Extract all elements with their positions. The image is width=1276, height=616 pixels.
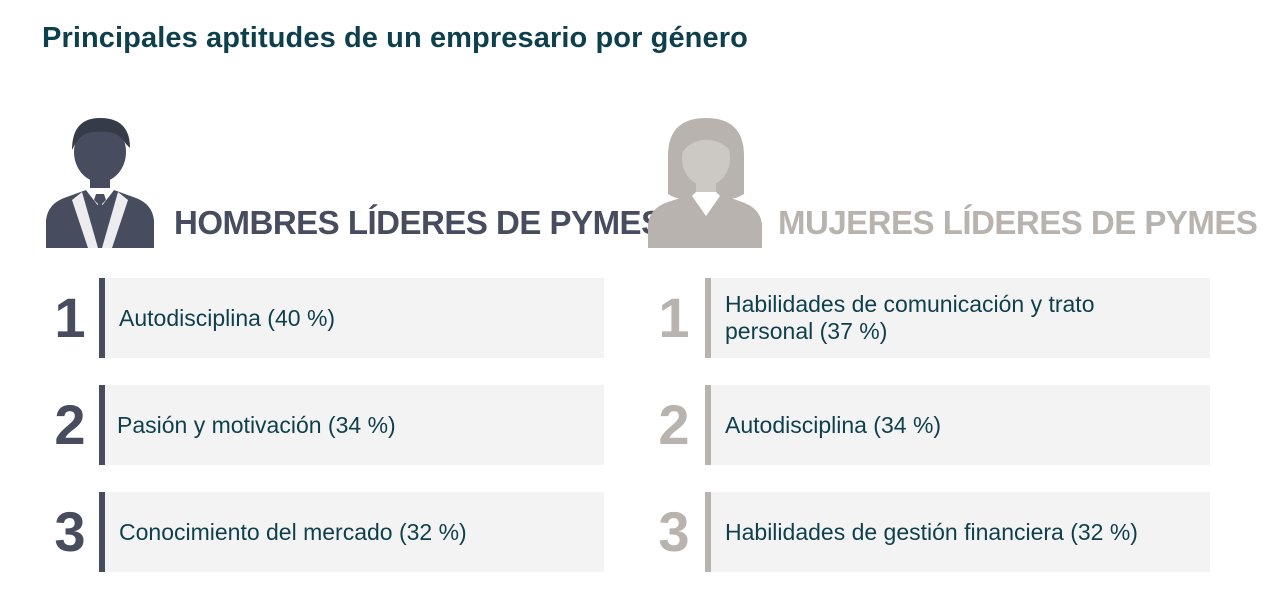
man-avatar-icon <box>46 118 154 248</box>
women-item-1: 1 Habilidades de comunicación y trato pe… <box>644 278 1210 358</box>
page-title: Principales aptitudes de un empresario p… <box>42 22 748 54</box>
rank-number: 1 <box>658 286 690 349</box>
women-heading: MUJERES LÍDERES DE PYMES <box>778 204 1258 241</box>
item-text: Habilidades de gestión financiera (32 %) <box>711 492 1210 572</box>
rank-number: 3 <box>54 500 86 563</box>
women-item-3: 3 Habilidades de gestión financiera (32 … <box>644 492 1210 572</box>
accent-bar <box>99 385 105 465</box>
accent-bar <box>99 492 105 572</box>
men-item-3: 3 Conocimiento del mercado (32 %) <box>40 492 604 572</box>
men-item-1: 1 Autodisciplina (40 %) <box>40 278 604 358</box>
item-text: Autodisciplina (40 %) <box>105 278 604 358</box>
accent-bar <box>99 278 105 358</box>
item-text: Conocimiento del mercado (32 %) <box>105 492 604 572</box>
women-item-2: 2 Autodisciplina (34 %) <box>644 385 1210 465</box>
item-text: Autodisciplina (34 %) <box>711 385 1210 465</box>
men-item-2: 2 Pasión y motivación (34 %) <box>40 385 604 465</box>
men-heading: HOMBRES LÍDERES DE PYMES <box>174 204 663 241</box>
rank-number: 2 <box>658 393 690 456</box>
rank-number: 1 <box>54 286 86 349</box>
accent-bar <box>705 492 711 572</box>
accent-bar <box>705 278 711 358</box>
item-text: Pasión y motivación (34 %) <box>105 385 604 465</box>
woman-avatar-icon <box>648 118 762 248</box>
rank-number: 3 <box>658 500 690 563</box>
rank-number: 2 <box>54 393 86 456</box>
item-text: Habilidades de comunicación y trato pers… <box>711 278 1210 358</box>
accent-bar <box>705 385 711 465</box>
